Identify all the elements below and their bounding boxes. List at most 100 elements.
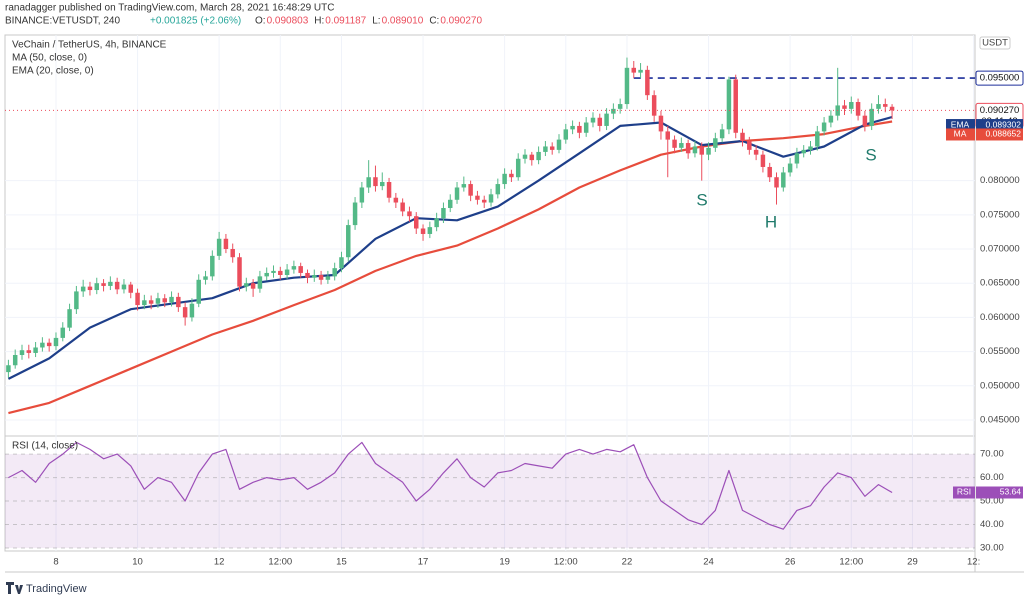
candle-body xyxy=(230,249,235,258)
candle-body xyxy=(80,286,86,292)
candle-body xyxy=(889,106,895,111)
candle-body xyxy=(488,194,494,203)
candle-body xyxy=(332,268,337,277)
grid xyxy=(5,35,975,551)
candle-body xyxy=(679,143,684,148)
candle-body xyxy=(753,149,759,155)
x-tick-label: 29 xyxy=(907,557,918,568)
change: +0.001825 (+2.06%) xyxy=(150,16,241,27)
candle-body xyxy=(556,139,562,150)
rsi-value-label-box xyxy=(976,486,1023,499)
candle-body xyxy=(434,218,439,228)
publisher-line: ranadagger published on TradingView.com,… xyxy=(5,3,334,14)
x-tick-label: 12 xyxy=(214,557,225,568)
candle-body xyxy=(393,197,399,203)
candle-body xyxy=(19,350,25,355)
ma-tag: MA xyxy=(954,129,967,139)
candle-body xyxy=(706,147,711,155)
candle-body xyxy=(515,158,521,178)
chart-title: VeChain / TetherUS, 4h, BINANCE xyxy=(12,40,167,51)
candle-body xyxy=(366,177,371,188)
candle-body xyxy=(502,173,507,185)
candle-body xyxy=(318,275,324,280)
candle-body xyxy=(373,177,378,187)
x-tick-label: 12:00 xyxy=(554,557,578,568)
ma-tag-box xyxy=(946,128,975,141)
candle-body xyxy=(169,296,174,303)
candle-body xyxy=(142,300,147,306)
y-tick-label: 0.080000 xyxy=(980,175,1020,186)
candle-body xyxy=(454,187,460,200)
candle-body xyxy=(475,195,480,200)
ma-value-label: 0.088652 xyxy=(986,129,1022,139)
candle-body xyxy=(182,307,188,318)
candle-body xyxy=(645,69,650,96)
y-tick-label: 0.075000 xyxy=(980,209,1020,220)
candle-body xyxy=(40,342,45,348)
ohlc-key: L: xyxy=(372,16,380,27)
candle-body xyxy=(271,270,276,273)
candle-body xyxy=(60,327,66,338)
candle-body xyxy=(842,105,847,109)
resistance-label: 0.095000 xyxy=(980,73,1020,84)
x-tick-label: 12: xyxy=(967,557,980,568)
candle-body xyxy=(869,108,874,126)
candle-body xyxy=(162,298,167,303)
candle-body xyxy=(815,131,820,147)
candle-body xyxy=(624,67,630,105)
symbol: BINANCE:VETUSDT, 240 xyxy=(5,16,120,27)
candle-body xyxy=(359,187,365,203)
candle-body xyxy=(651,95,657,116)
rsi-tag-box xyxy=(953,486,975,499)
candle-body xyxy=(461,184,467,188)
last-price-label: 0.090270 xyxy=(980,105,1020,116)
candle-body xyxy=(760,154,766,167)
candle-body xyxy=(862,115,868,126)
candle-body xyxy=(46,342,52,347)
y-tick-label: 0.070000 xyxy=(980,244,1020,255)
candle-body xyxy=(87,286,93,291)
candle-body xyxy=(849,102,854,109)
currency-box xyxy=(979,36,1011,50)
candle-body xyxy=(400,202,405,212)
ohlc-value: 0.090270 xyxy=(440,16,482,27)
candle-body xyxy=(441,207,446,219)
candle-body xyxy=(665,131,670,140)
candle-body xyxy=(114,281,120,290)
candle-body xyxy=(189,303,195,318)
candle-body xyxy=(821,122,827,132)
ohlc-header: O: 0.090803 H: 0.091187 L: 0.089010 C: 0.090270 xyxy=(255,16,482,27)
candle-body xyxy=(583,122,589,133)
candle-body xyxy=(339,257,344,269)
candle-body xyxy=(549,146,555,150)
footer-brand: TradingView xyxy=(26,583,87,595)
ma-line xyxy=(8,120,893,415)
y-tick-label: 0.060000 xyxy=(980,312,1020,323)
ma-legend: MA (50, close, 0) xyxy=(12,53,87,64)
candle-body xyxy=(529,154,535,161)
candle-body xyxy=(787,163,793,173)
candle-body xyxy=(536,151,541,161)
ohlc-value: 0.089010 xyxy=(382,16,424,27)
candle-body xyxy=(264,272,269,277)
candle-body xyxy=(828,115,834,123)
currency: USDT xyxy=(982,38,1008,49)
rsi-value-label: 53.64 xyxy=(1000,487,1022,497)
candle-body xyxy=(284,269,290,275)
candle-body xyxy=(543,146,548,152)
candle-body xyxy=(121,284,127,290)
ohlc-key: O: xyxy=(255,16,266,27)
candle-body xyxy=(74,291,79,310)
candle-body xyxy=(298,266,303,273)
candle-body xyxy=(767,166,772,178)
candle-body xyxy=(12,355,18,366)
candle-body xyxy=(155,298,161,304)
ohlc-value: 0.090803 xyxy=(267,16,309,27)
candle-body xyxy=(325,276,331,280)
candle-body xyxy=(414,216,419,229)
candle-body xyxy=(719,129,725,139)
x-tick-label: 24 xyxy=(703,557,714,568)
rsi-tick-label: 40.00 xyxy=(980,519,1004,530)
candle-body xyxy=(135,292,140,306)
candle-body xyxy=(420,228,426,234)
